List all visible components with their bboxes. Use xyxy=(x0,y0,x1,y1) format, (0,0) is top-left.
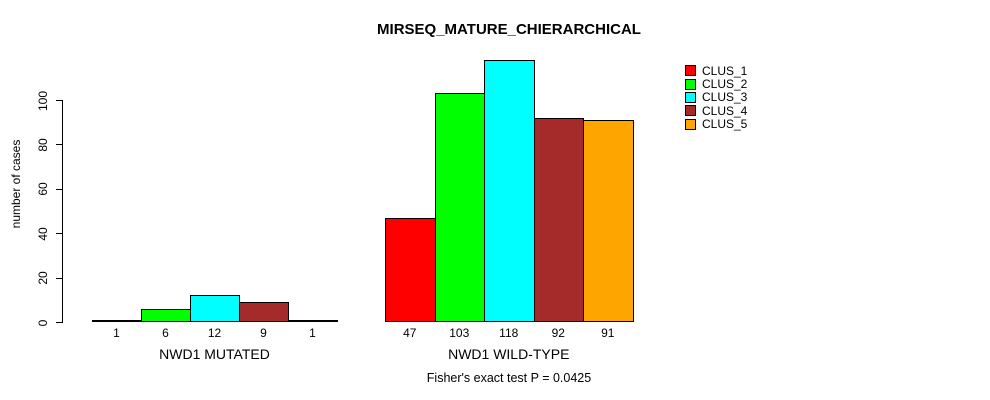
legend: CLUS_1 CLUS_2 CLUS_3 CLUS_4 CLUS_5 xyxy=(685,64,747,131)
y-axis-tick xyxy=(56,144,63,146)
bar-clus_2 xyxy=(435,93,485,322)
bar-value-label: 92 xyxy=(551,326,565,340)
legend-item: CLUS_3 xyxy=(685,91,747,104)
chart-title: MIRSEQ_MATURE_CHIERARCHICAL xyxy=(377,21,641,38)
legend-swatch xyxy=(685,78,696,90)
legend-label: CLUS_4 xyxy=(702,103,748,118)
bar-value-label: 47 xyxy=(403,326,417,340)
legend-item: CLUS_4 xyxy=(685,104,747,117)
bar-value-label: 6 xyxy=(162,326,169,340)
bar-value-label: 103 xyxy=(449,326,470,340)
bar-value-label: 91 xyxy=(601,326,615,340)
y-axis-tick-label: 100 xyxy=(36,90,50,111)
bar-clus_1 xyxy=(385,218,436,322)
bar-clus_2 xyxy=(141,309,191,322)
bar-clus_4 xyxy=(534,118,584,322)
y-axis-tick-label: 60 xyxy=(36,182,50,196)
bar-value-label: 9 xyxy=(260,326,267,340)
bar-clus_1 xyxy=(92,320,142,322)
bar-clus_3 xyxy=(484,60,535,322)
legend-swatch xyxy=(685,65,696,77)
y-axis-line xyxy=(62,100,63,323)
y-axis-tick-label: 80 xyxy=(36,138,50,152)
y-axis-tick-label: 40 xyxy=(36,227,50,241)
y-axis-tick xyxy=(56,188,63,190)
bar-clus_4 xyxy=(239,302,289,322)
bar-value-label: 1 xyxy=(113,326,120,340)
legend-item: CLUS_1 xyxy=(685,64,747,77)
group-label: NWD1 MUTATED xyxy=(159,346,270,362)
legend-label: CLUS_3 xyxy=(702,90,748,105)
bar-clus_5 xyxy=(288,320,338,322)
y-axis-tick-label: 0 xyxy=(36,319,50,326)
bar-value-label: 1 xyxy=(309,326,316,340)
legend-item: CLUS_2 xyxy=(685,77,747,90)
legend-swatch xyxy=(685,105,696,117)
y-axis-label: number of cases xyxy=(9,139,23,229)
y-axis-tick xyxy=(56,233,63,235)
legend-swatch xyxy=(685,91,696,103)
bar-value-label: 12 xyxy=(207,326,222,340)
bar-clus_5 xyxy=(583,120,634,322)
annotation-text: Fisher's exact test P = 0.0425 xyxy=(426,371,592,385)
y-axis-tick-label: 20 xyxy=(36,271,50,285)
legend-swatch xyxy=(685,118,696,130)
legend-item: CLUS_5 xyxy=(685,118,747,131)
y-axis-tick xyxy=(56,322,63,323)
y-axis-tick xyxy=(56,100,63,101)
y-axis-tick xyxy=(56,277,63,279)
group-label: NWD1 WILD-TYPE xyxy=(448,346,570,362)
bar-clus_3 xyxy=(190,295,240,322)
legend-label: CLUS_5 xyxy=(702,117,748,132)
legend-label: CLUS_1 xyxy=(702,63,748,78)
bar-value-label: 118 xyxy=(499,326,519,340)
legend-label: CLUS_2 xyxy=(702,77,748,92)
